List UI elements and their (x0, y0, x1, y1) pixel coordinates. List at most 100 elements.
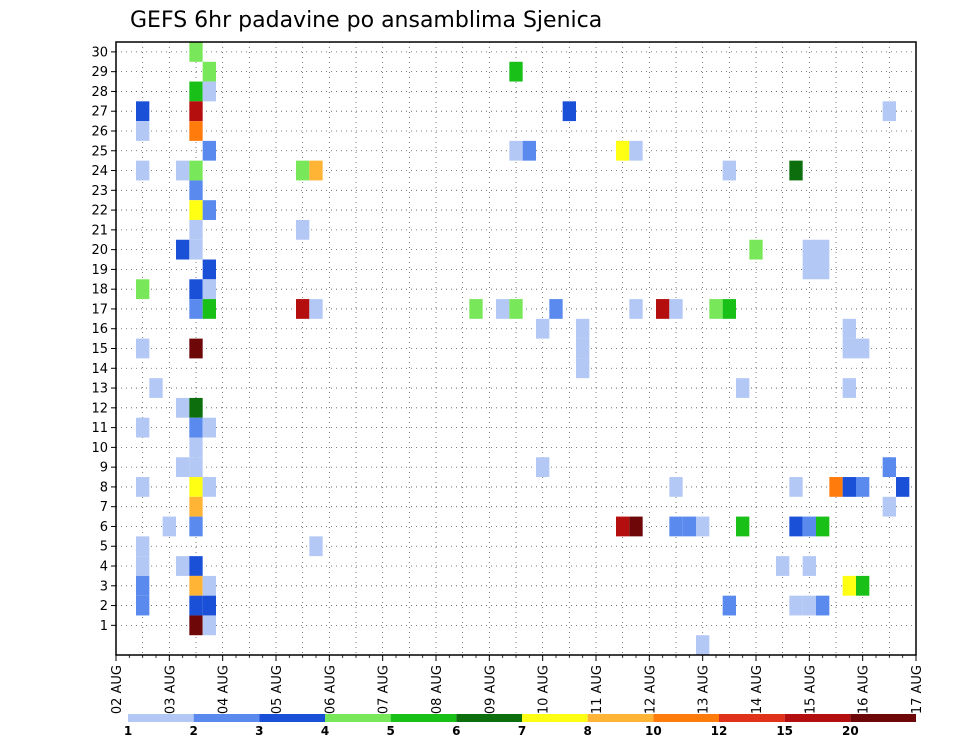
y-tick-label: 25 (91, 144, 108, 159)
y-tick-label: 17 (91, 302, 108, 317)
colorbar-label: 5 (386, 724, 394, 738)
colorbar-label: 10 (645, 724, 662, 738)
colorbar-swatch (850, 714, 916, 722)
heatmap-cell (842, 477, 856, 497)
heatmap-cell (496, 299, 510, 319)
colorbar-swatch (784, 714, 851, 722)
colorbar-swatch (653, 714, 719, 722)
heatmap-cell (549, 299, 563, 319)
colorbar-label: 12 (711, 724, 728, 738)
x-tick-label: 07 AUG (377, 665, 392, 714)
heatmap-cell (816, 595, 830, 616)
heatmap-cell (576, 338, 590, 359)
heatmap-cell (696, 635, 710, 655)
x-tick-label: 03 AUG (163, 665, 178, 714)
heatmap-cell (856, 338, 870, 359)
colorbar-swatch (522, 714, 588, 722)
heatmap-cell (536, 457, 550, 478)
colorbar-swatch (719, 714, 785, 722)
x-tick-label: 11 AUG (590, 665, 605, 714)
heatmap-cell (802, 516, 816, 537)
colorbar-label: 4 (321, 724, 329, 738)
heatmap-cell (136, 417, 150, 438)
colorbar-label: 20 (842, 724, 859, 738)
heatmap-cell (722, 160, 736, 181)
colorbar-swatch (128, 714, 194, 722)
colorbar-label: 6 (452, 724, 460, 738)
heatmap-cell (136, 595, 150, 616)
heatmap-cell (802, 259, 816, 280)
colorbar-label: 15 (776, 724, 793, 738)
y-tick-label: 30 (91, 45, 108, 60)
heatmap-cell (722, 595, 736, 616)
heatmap-cell (202, 259, 216, 280)
heatmap-cell (709, 299, 723, 319)
heatmap-cell (176, 397, 190, 418)
heatmap-cell (296, 299, 310, 319)
x-tick-label: 04 AUG (217, 665, 232, 714)
y-tick-label: 19 (91, 263, 108, 278)
heatmap-cell (202, 575, 216, 596)
heatmap-cell (189, 437, 203, 458)
chart-title: GEFS 6hr padavine po ansamblima Sjenica (130, 8, 602, 33)
heatmap-cell (789, 595, 803, 616)
x-tick-label: 06 AUG (323, 665, 338, 714)
heatmap-cell (136, 160, 150, 181)
heatmap-cell (562, 101, 576, 122)
heatmap-cell (136, 536, 150, 557)
heatmap-cell (189, 299, 203, 319)
x-tick-label: 08 AUG (430, 665, 445, 714)
y-tick-label: 7 (100, 500, 108, 515)
heatmap-cell (176, 457, 190, 478)
heatmap-cell (736, 378, 750, 398)
y-tick-label: 26 (91, 124, 108, 139)
heatmap-cell (802, 239, 816, 260)
grid-lines (116, 42, 916, 655)
heatmap-cell (842, 378, 856, 398)
heatmap-cell (576, 318, 590, 339)
x-tick-label: 16 AUG (857, 665, 872, 714)
colorbar-swatch (193, 714, 260, 722)
heatmap-cell (136, 556, 150, 576)
y-tick-label: 14 (91, 362, 108, 377)
heatmap-cell (189, 42, 203, 62)
heatmap-cell (882, 496, 896, 517)
heatmap-cell (136, 279, 150, 300)
y-tick-label: 10 (91, 441, 108, 456)
heatmap-cell (309, 160, 323, 181)
y-tick-label: 5 (100, 540, 108, 555)
heatmap-cell (189, 279, 203, 300)
heatmap-cell (136, 477, 150, 497)
colorbar-label: 8 (583, 724, 591, 738)
heatmap-cells (136, 42, 910, 655)
y-tick-label: 4 (100, 560, 108, 575)
heatmap-cell (789, 516, 803, 537)
heatmap-cell (189, 615, 203, 636)
heatmap-cell (789, 477, 803, 497)
heatmap-cell (736, 516, 750, 537)
heatmap-cell (509, 140, 523, 161)
heatmap-cell (629, 140, 643, 161)
heatmap-cell (189, 417, 203, 438)
x-tick-label: 15 AUG (803, 665, 818, 714)
heatmap-cell (882, 101, 896, 122)
y-tick-label: 29 (91, 65, 108, 80)
heatmap-cell (802, 556, 816, 576)
heatmap-cell (576, 358, 590, 379)
colorbar-swatch (587, 714, 654, 722)
heatmap-cell (816, 259, 830, 280)
x-tick-label: 13 AUG (697, 665, 712, 714)
heatmap-cell (136, 121, 150, 141)
heatmap-cell (202, 200, 216, 220)
y-tick-label: 22 (91, 204, 108, 219)
heatmap-cell (189, 101, 203, 122)
heatmap-cell (802, 595, 816, 616)
heatmap-cell (189, 575, 203, 596)
y-tick-label: 13 (91, 382, 108, 397)
heatmap-cell (189, 338, 203, 359)
heatmap-cell (842, 338, 856, 359)
heatmap-cell (776, 556, 790, 576)
colorbar-label: 7 (518, 724, 526, 738)
heatmap-cell (882, 457, 896, 478)
